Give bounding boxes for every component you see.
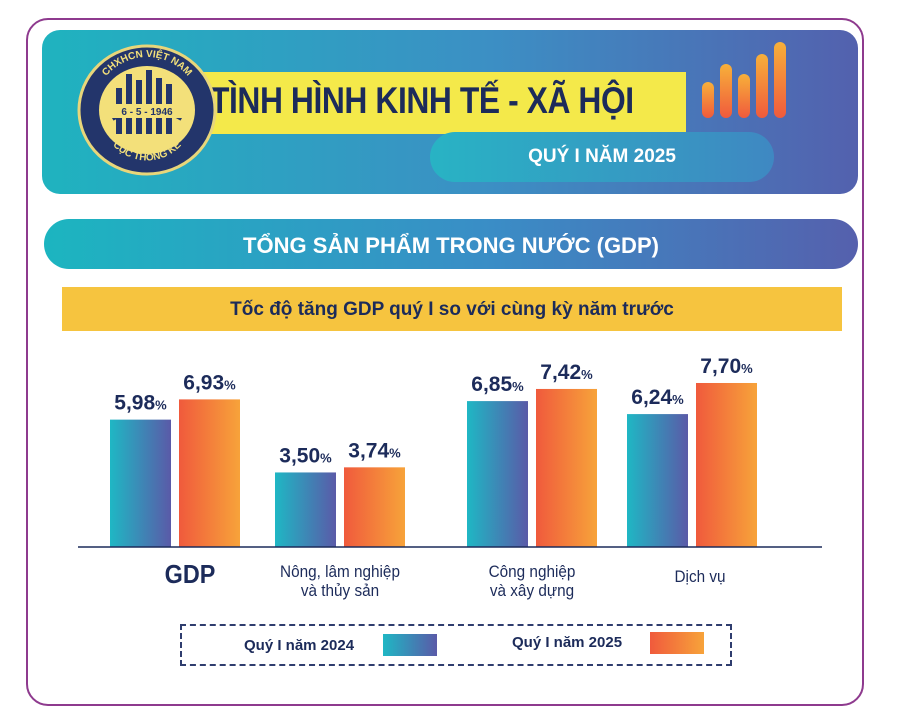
decorative-bars-icon: [702, 42, 786, 118]
legend: [180, 624, 732, 666]
gso-logo: 6 - 5 - 1946 CHXHCN VIỆT NAM CỤC THỐNG K…: [77, 44, 217, 176]
section-header-pill: [44, 219, 858, 269]
legend-label-2025: Quý I năm 2025: [512, 634, 623, 651]
legend-swatch-2025: [650, 632, 704, 654]
bar-2024-3: [627, 414, 688, 547]
bar-2024-2: [467, 401, 528, 547]
page-subtitle: QUÝ I NĂM 2025: [528, 146, 676, 167]
data-label-2025-1: 3,74%: [348, 439, 401, 462]
chart-title: Tốc độ tăng GDP quý I so với cùng kỳ năm…: [230, 299, 674, 320]
section-title: TỔNG SẢN PHẨM TRONG NƯỚC (GDP): [243, 233, 659, 258]
category-label-1: Nông, lâm nghiệp và thủy sản: [280, 562, 400, 600]
category-label-2: Công nghiệp và xây dựng: [488, 562, 576, 600]
category-label-3: Dịch vụ: [674, 567, 726, 586]
bar-2024-0: [110, 419, 171, 547]
data-label-2024-0: 5,98%: [114, 392, 167, 415]
legend-swatch-2024: [383, 634, 437, 656]
data-label-2025-3: 7,70%: [700, 355, 753, 378]
page-title: TÌNH HÌNH KINH TẾ - XÃ HỘI: [210, 80, 634, 121]
data-label-2024-1: 3,50%: [279, 444, 332, 467]
category-label-0: GDP: [164, 559, 216, 589]
bar-2025-3: [696, 382, 757, 547]
subtitle-pill: [430, 132, 774, 182]
data-label-2025-0: 6,93%: [183, 371, 236, 394]
data-label-2024-3: 6,24%: [631, 386, 684, 409]
bar-2025-2: [536, 388, 597, 547]
data-label-2025-2: 7,42%: [540, 361, 593, 384]
data-label-2024-2: 6,85%: [471, 373, 524, 396]
logo-date-text: 6 - 5 - 1946: [121, 107, 173, 118]
title-band: [176, 72, 686, 134]
bar-2024-1: [275, 472, 336, 547]
page-frame: [26, 18, 864, 706]
bar-2025-1: [344, 467, 405, 547]
legend-label-2024: Quý I năm 2024: [244, 637, 355, 654]
chart-title-band: [62, 287, 842, 331]
bar-2025-0: [179, 399, 240, 547]
